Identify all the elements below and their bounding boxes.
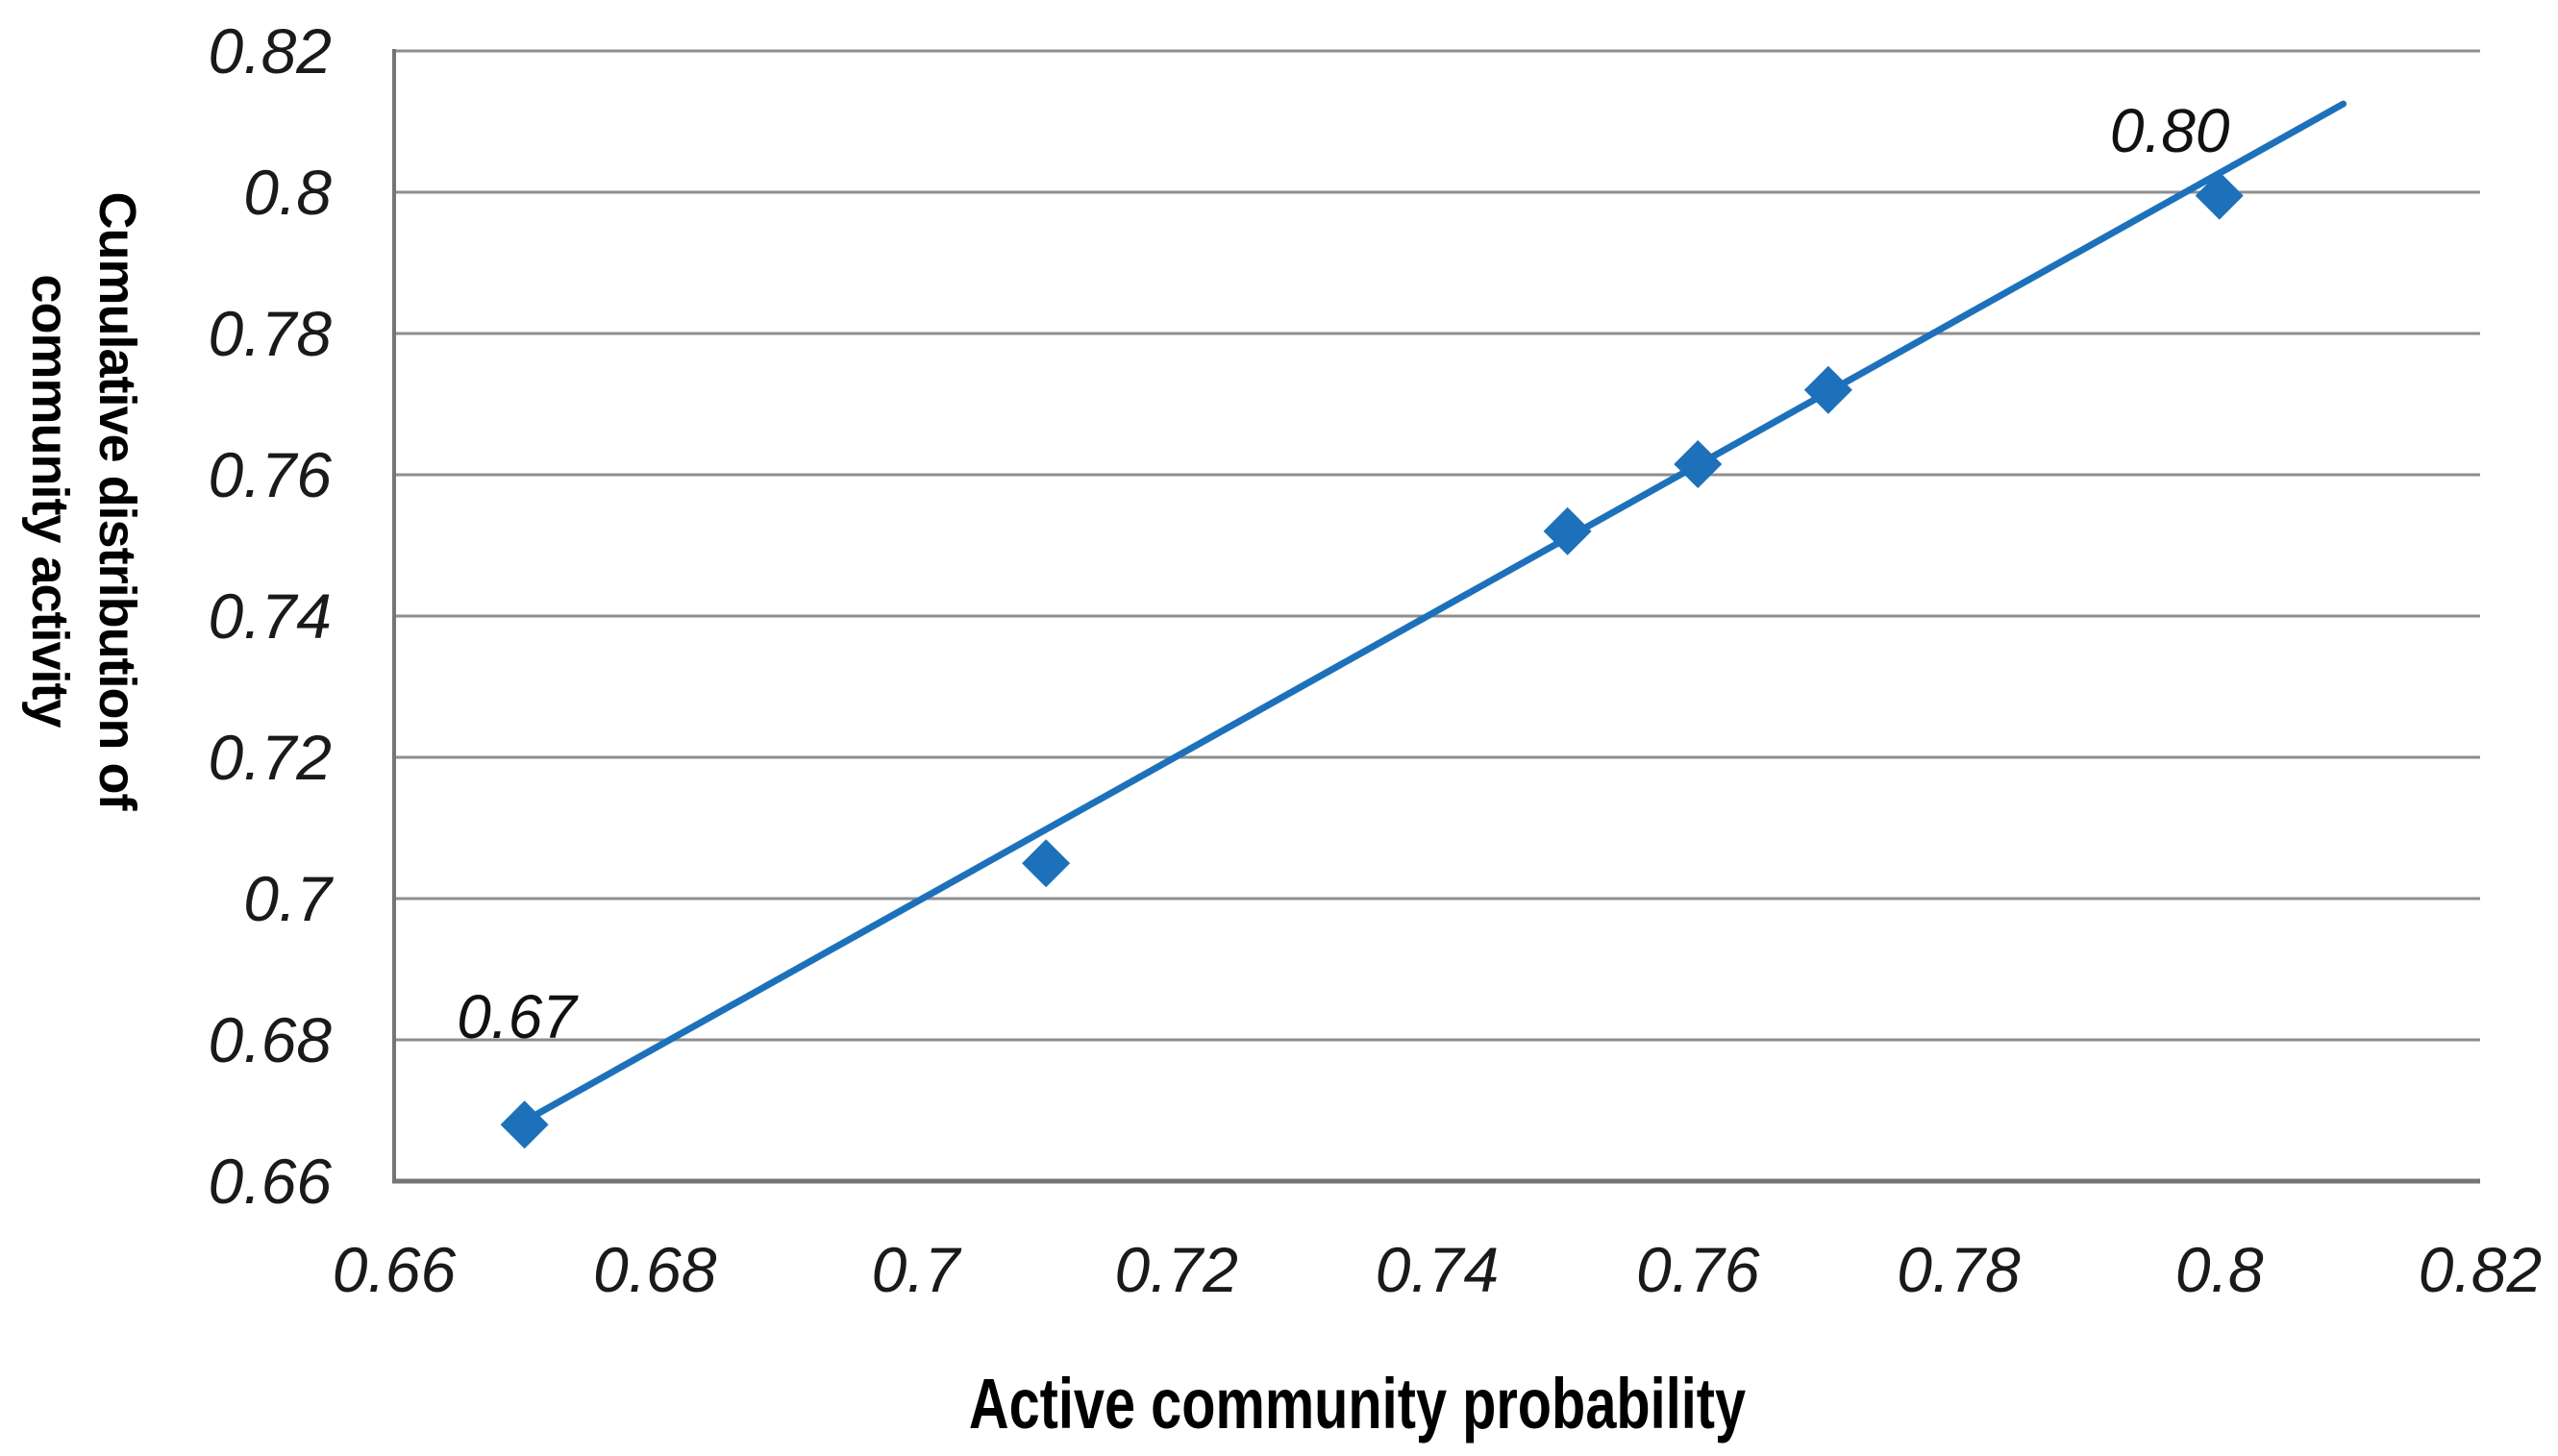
y-tick-label: 0.78 [208,298,332,369]
y-tick-label: 0.68 [208,1004,332,1075]
point-annotation: 0.80 [2109,96,2230,166]
data-point-diamond [500,1100,549,1149]
x-axis-title: Active community probability [968,1364,1747,1444]
y-tick-label: 0.66 [208,1146,332,1217]
y-tick-label: 0.72 [208,722,332,793]
data-point-diamond [1022,839,1071,888]
x-tick-label: 0.82 [2418,1234,2543,1305]
data-point-diamond [1674,439,1723,488]
x-tick-label: 0.68 [593,1234,717,1305]
x-tick-label: 0.78 [1897,1234,2021,1305]
point-annotation: 0.67 [457,981,577,1051]
x-tick-label: 0.8 [2174,1234,2264,1305]
data-point-diamond [1803,365,1852,414]
x-tick-label: 0.72 [1114,1234,1238,1305]
y-tick-label: 0.8 [243,157,332,228]
y-tick-label: 0.7 [243,863,332,934]
y-tick-label: 0.82 [208,15,332,86]
data-point-diamond [2195,171,2244,220]
y-tick-label: 0.76 [208,439,332,510]
y-tick-label: 0.74 [208,580,332,652]
x-tick-label: 0.7 [871,1234,960,1305]
data-point-diamond [1543,506,1592,555]
x-tick-label: 0.74 [1375,1234,1500,1305]
trend-line [521,100,2347,1125]
x-tick-label: 0.66 [332,1234,457,1305]
x-tick-label: 0.76 [1636,1234,1760,1305]
